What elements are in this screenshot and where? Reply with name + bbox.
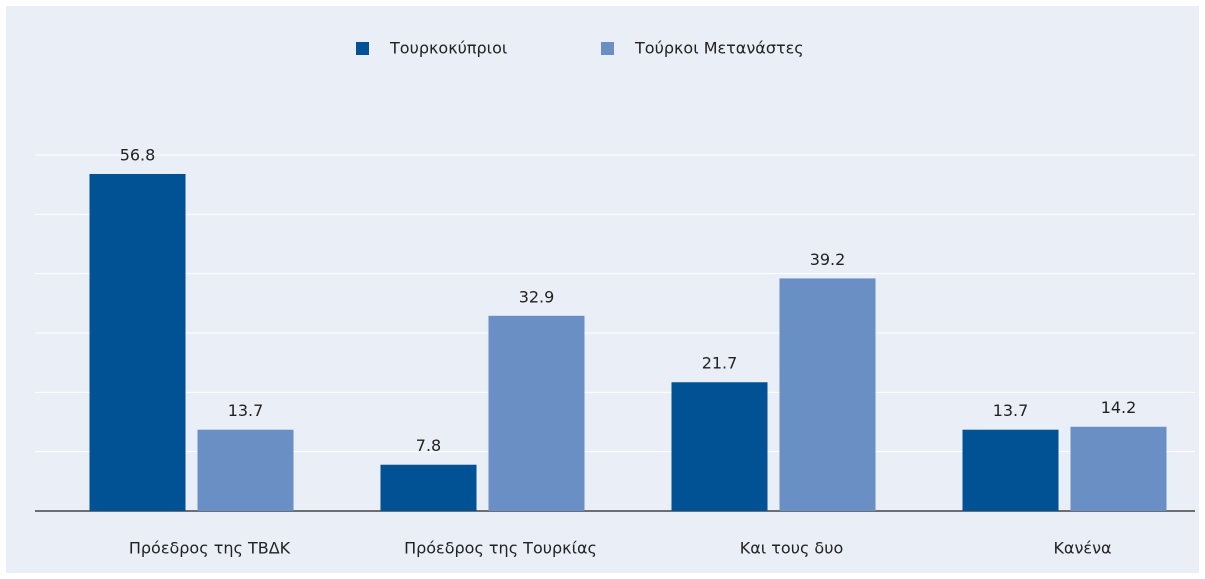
bar [89,173,186,511]
legend-swatch [601,42,614,55]
bar [962,429,1059,511]
x-tick-label: Πρόεδρος της Τουρκίας [404,539,597,558]
bar [488,315,585,511]
x-tick-label: Κανένα [1053,539,1111,558]
x-tick-label: Πρόεδρος της ΤΒΔΚ [129,539,291,558]
value-label: 39.2 [810,250,846,269]
bar [197,429,294,511]
bar [1070,426,1167,511]
value-label: 32.9 [519,287,555,306]
value-label: 14.2 [1101,398,1137,417]
legend-swatch [356,42,369,55]
legend-label: Τουρκοκύπριοι [389,39,507,58]
value-label: 13.7 [993,401,1029,420]
value-label: 21.7 [702,354,738,373]
legend-label: Τούρκοι Μετανάστες [634,39,804,58]
value-label: 13.7 [228,401,264,420]
bar [380,464,477,511]
value-label: 56.8 [120,145,156,164]
bar [671,382,768,511]
x-tick-label: Και τους δυο [740,539,844,558]
bar [779,278,876,511]
value-label: 7.8 [416,436,441,455]
